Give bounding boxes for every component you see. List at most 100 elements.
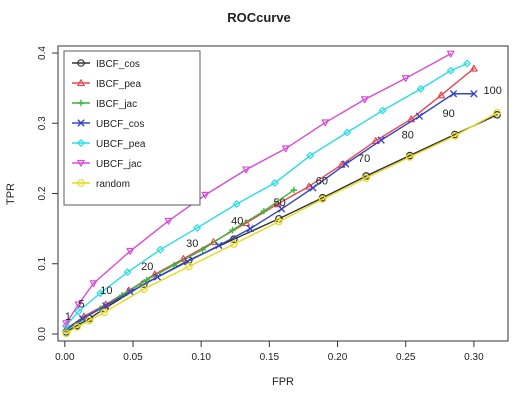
ubcf-jac-point	[361, 96, 369, 104]
legend-ibcf-jac-marker	[77, 99, 85, 107]
point-label: 30	[186, 238, 198, 250]
y-tick-label: 0.2	[37, 186, 48, 200]
x-tick-label: 0.10	[191, 352, 211, 363]
ibcf-jac-point	[170, 261, 178, 269]
ibcf-jac-point	[199, 246, 206, 253]
y-axis: 0.0 0.1 0.2 0.3 0.4	[37, 46, 58, 341]
x-axis-label: FPR	[272, 376, 294, 388]
x-tick-label: 0.15	[260, 352, 280, 363]
point-label: 10	[100, 285, 112, 297]
series-ubcf-pea	[62, 59, 471, 330]
ibcf-pea-line	[65, 67, 475, 330]
legend-ubcf-cos-marker	[77, 119, 85, 127]
point-label: 20	[141, 261, 153, 273]
random-point	[275, 217, 283, 226]
ubcf-cos-point	[309, 184, 317, 192]
ubcf-pea-point	[378, 106, 387, 115]
random-point	[451, 132, 459, 140]
legend-ibcf-jac-label: IBCF_jac	[96, 99, 137, 110]
legend-ibcf-pea-marker	[77, 79, 85, 87]
legend-item-random: random	[72, 179, 130, 190]
ubcf-jac-point	[242, 166, 250, 174]
legend-ubcf-pea-marker	[77, 139, 85, 147]
random-point	[85, 316, 94, 325]
legend-ibcf-cos-marker	[77, 59, 85, 67]
ubcf-cos-point	[377, 136, 385, 144]
ibcf-pea-point	[437, 91, 445, 99]
ubcf-cos-point	[342, 160, 350, 168]
x-tick-label: 0.30	[464, 352, 484, 363]
legend: IBCF_cos IBCF_pea IBCF_jac UBCF_cos UBCF_pea…	[63, 50, 201, 206]
ubcf-pea-point	[96, 289, 105, 298]
point-label: 5	[78, 298, 84, 310]
legend-ubcf-jac-marker	[77, 159, 85, 167]
ubcf-pea-point	[123, 268, 132, 276]
ubcf-jac-line	[65, 53, 452, 325]
series-random	[62, 108, 501, 338]
legend-item-ubcf-jac: UBCF_jac	[72, 159, 142, 170]
ubcf-jac-point	[164, 217, 173, 225]
ubcf-jac-point	[126, 247, 135, 255]
random-point	[318, 195, 327, 203]
ubcf-pea-point	[446, 66, 455, 75]
point-label-layer: 15 10 20 30 40 50 60 70 80 90 100	[65, 85, 502, 323]
random-point	[73, 323, 81, 331]
ubcf-jac-point	[62, 320, 70, 328]
ubcf-pea-point	[156, 245, 165, 254]
ibcf-pea-point	[470, 64, 478, 72]
legend-box	[63, 50, 201, 206]
ubcf-pea-point	[62, 321, 70, 330]
ubcf-pea-point	[463, 59, 471, 68]
ubcf-cos-point	[449, 90, 458, 98]
ubcf-cos-point	[277, 205, 286, 213]
y-tick-label: 0.3	[37, 116, 48, 130]
series-ubcf-jac	[62, 50, 455, 328]
random-point	[185, 262, 193, 271]
legend-item-ibcf-pea: IBCF_pea	[72, 79, 141, 90]
series-layer	[62, 50, 501, 338]
ubcf-jac-point	[321, 119, 330, 127]
ubcf-cos-point	[102, 302, 110, 310]
point-label: 100	[483, 85, 501, 97]
legend-ubcf-pea-label: UBCF_pea	[96, 139, 146, 150]
x-tick-label: 0.20	[328, 352, 348, 363]
legend-ubcf-jac-label: UBCF_jac	[96, 159, 142, 170]
ubcf-cos-point	[470, 90, 478, 98]
y-tick-label: 0.0	[37, 327, 48, 341]
x-axis: 0.00 0.05 0.10 0.15 0.20 0.25 0.30	[55, 341, 484, 363]
ubcf-pea-point	[271, 179, 279, 187]
ubcf-pea-point	[416, 85, 425, 93]
ubcf-pea-line	[65, 62, 468, 327]
random-point	[230, 240, 238, 248]
point-label: 50	[273, 197, 285, 209]
legend-ibcf-pea-label: IBCF_pea	[96, 79, 141, 90]
ubcf-cos-point	[246, 224, 254, 233]
legend-ubcf-cos-label: UBCF_cos	[96, 119, 144, 130]
ibcf-cos-line	[65, 114, 498, 333]
ubcf-pea-point	[232, 200, 241, 208]
ubcf-cos-point	[215, 241, 223, 250]
y-tick-label: 0.4	[37, 46, 48, 60]
legend-random-label: random	[96, 179, 130, 190]
ubcf-pea-point	[343, 128, 351, 137]
x-tick-label: 0.05	[123, 352, 143, 363]
point-label: 1	[65, 311, 71, 323]
x-tick-label: 0.25	[396, 352, 416, 363]
ubcf-cos-point	[153, 273, 162, 281]
point-label: 90	[443, 108, 455, 120]
random-point	[362, 174, 370, 182]
random-point	[493, 108, 501, 117]
ubcf-cos-point	[415, 112, 424, 120]
ubcf-pea-point	[193, 224, 201, 232]
ubcf-pea-point	[74, 307, 83, 316]
legend-item-ibcf-cos: IBCF_cos	[72, 59, 140, 70]
ibcf-jac-point	[290, 186, 298, 194]
legend-item-ubcf-cos: UBCF_cos	[72, 119, 144, 130]
random-point	[406, 153, 414, 161]
random-point	[100, 308, 109, 317]
point-label: 80	[402, 130, 414, 142]
x-tick-label: 0.00	[55, 352, 75, 363]
ubcf-pea-point	[306, 151, 315, 160]
legend-random-marker	[77, 179, 85, 187]
